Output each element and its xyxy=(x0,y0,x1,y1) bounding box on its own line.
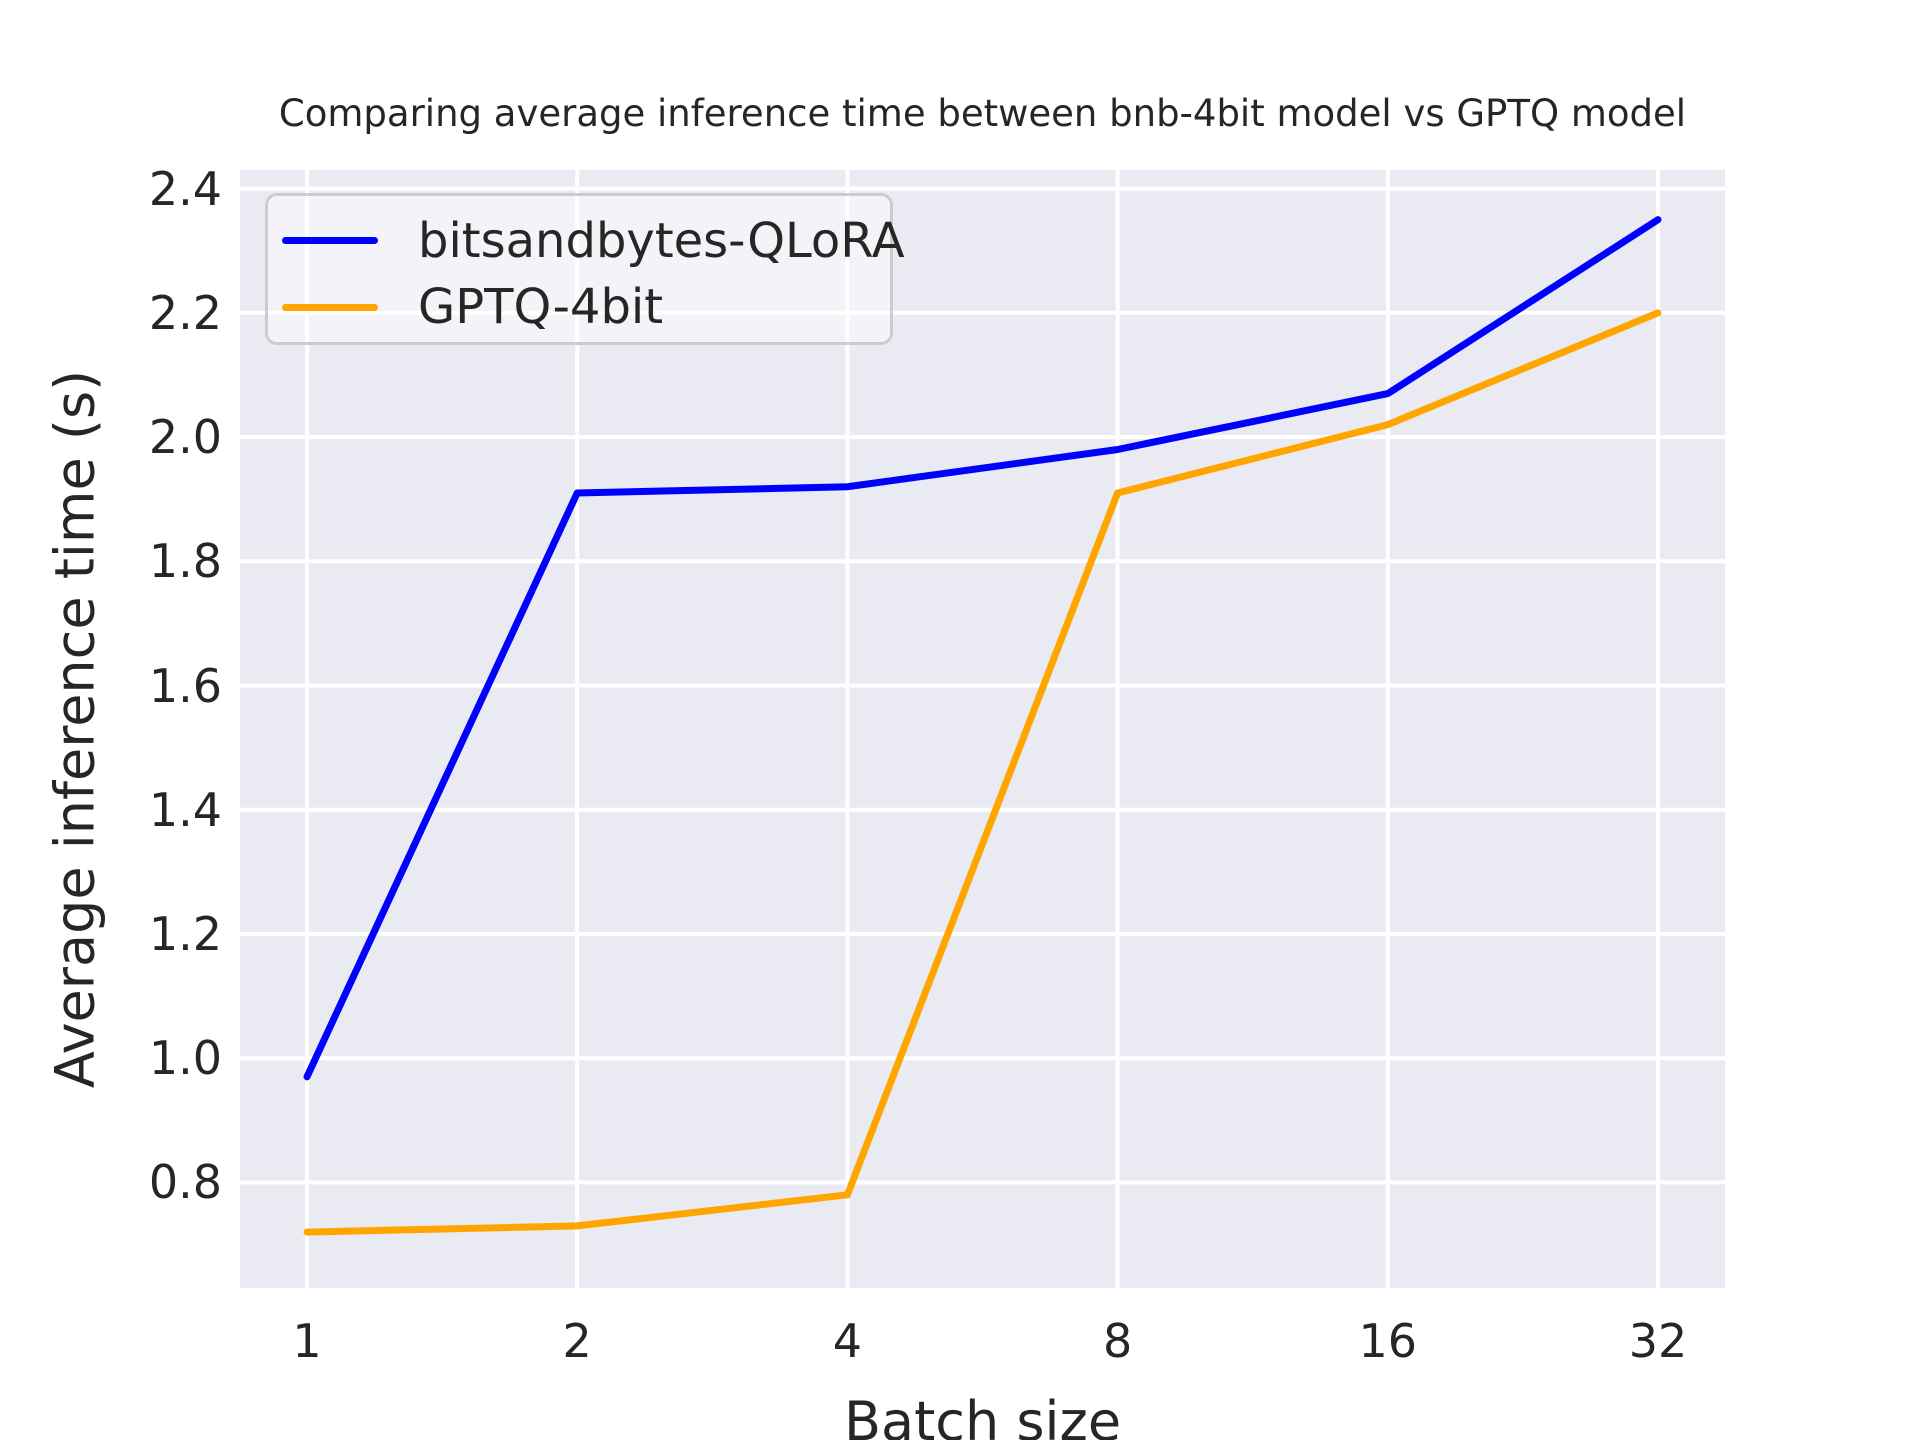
y-tick-label: 1.4 xyxy=(148,782,222,837)
x-tick-label: 1 xyxy=(292,1314,322,1368)
legend-line-sample xyxy=(282,303,378,311)
y-tick-label: 1.0 xyxy=(148,1031,222,1086)
legend-line-sample xyxy=(282,237,378,245)
legend-label: GPTQ-4bit xyxy=(418,279,664,336)
y-axis-label: Average inference time (s) xyxy=(43,369,107,1089)
y-tick-label: 0.8 xyxy=(148,1155,222,1210)
line-chart-canvas xyxy=(240,170,1725,1288)
legend-label: bitsandbytes-QLoRA xyxy=(418,212,905,269)
y-tick-label: 2.0 xyxy=(148,410,222,465)
x-tick-label: 2 xyxy=(562,1314,592,1368)
y-tick-label: 1.8 xyxy=(148,534,222,589)
x-tick-label: 32 xyxy=(1628,1314,1688,1368)
x-tick-label: 16 xyxy=(1358,1314,1418,1368)
series-line-bitsandbytes-QLoRA xyxy=(303,216,1662,1081)
plot-area xyxy=(240,170,1725,1288)
chart-title: Comparing average inference time between… xyxy=(278,92,1687,135)
series-line-GPTQ-4bit xyxy=(303,309,1662,1236)
x-tick-label: 8 xyxy=(1102,1314,1133,1368)
x-axis-label: Batch size xyxy=(843,1390,1122,1440)
y-tick-label: 2.4 xyxy=(148,161,222,216)
x-tick-label: 4 xyxy=(832,1314,863,1368)
legend: bitsandbytes-QLoRA GPTQ-4bit xyxy=(265,193,905,345)
legend-entry: bitsandbytes-QLoRA xyxy=(282,209,905,272)
y-tick-label: 1.6 xyxy=(148,658,222,713)
y-tick-label: 2.2 xyxy=(148,285,222,340)
y-tick-label: 1.2 xyxy=(148,906,222,961)
legend-entry: GPTQ-4bit xyxy=(282,276,890,339)
